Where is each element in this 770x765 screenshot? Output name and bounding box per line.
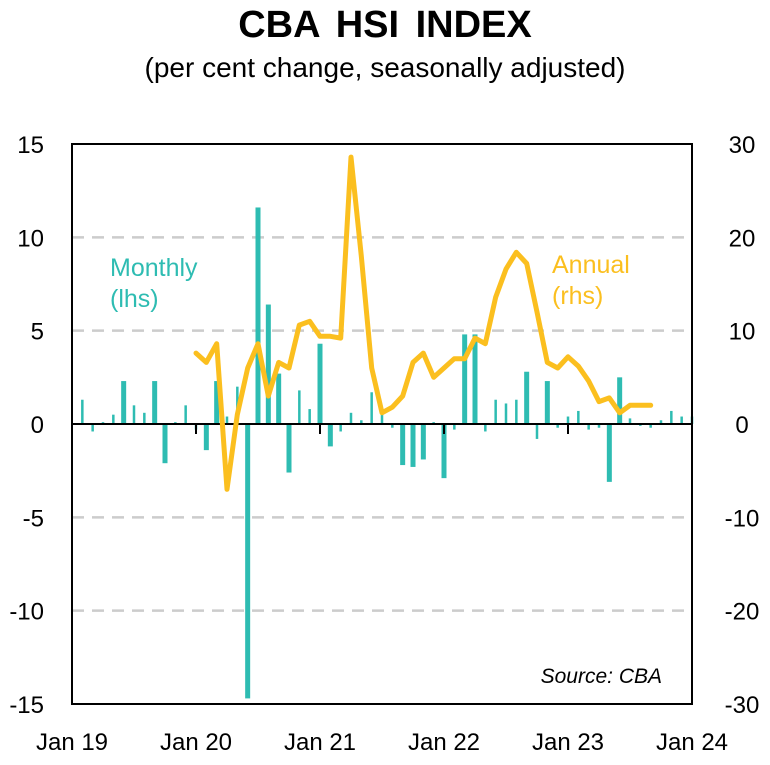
monthly-bar: [617, 377, 623, 424]
y-right-tick-label: 30: [729, 132, 756, 159]
monthly-bar: [410, 424, 416, 467]
y-left-tick-label: -5: [23, 505, 44, 532]
y-left-tick-label: -10: [9, 599, 44, 626]
y-right-tick-label: 0: [735, 412, 748, 439]
monthly-bar: [391, 424, 394, 428]
monthly-bar: [462, 334, 468, 424]
x-tick-label: Jan 21: [284, 729, 356, 756]
y-left-tick-label: 10: [17, 225, 44, 252]
y-right-tick-label: -30: [725, 692, 760, 719]
monthly-bar: [276, 373, 282, 424]
monthly-bar: [112, 414, 115, 424]
x-tick-label: Jan 24: [656, 729, 728, 756]
y-left-tick-label: -15: [9, 692, 44, 719]
monthly-bar: [360, 420, 363, 424]
monthly-bar: [317, 343, 323, 424]
monthly-bar: [286, 424, 292, 473]
monthly-bar: [504, 403, 508, 424]
monthly-bar: [544, 381, 550, 424]
monthly-bar: [255, 207, 261, 424]
x-tick-label: Jan 23: [532, 729, 604, 756]
annual-line: [193, 154, 654, 492]
monthly-bar: [265, 304, 271, 424]
x-tick-label: Jan 20: [160, 729, 232, 756]
monthly-bar: [494, 399, 497, 424]
monthly-bar: [587, 424, 590, 430]
monthly-bar: [81, 399, 84, 424]
x-tick-label: Jan 22: [408, 729, 480, 756]
y-left-tick-label: 0: [31, 412, 44, 439]
monthly-bar: [628, 418, 632, 424]
legend-annual-line2: (rhs): [552, 282, 603, 310]
monthly-bar: [308, 409, 311, 424]
monthly-bar: [152, 381, 158, 424]
monthly-bar: [327, 424, 333, 447]
monthly-bar: [214, 381, 220, 424]
monthly-bar: [577, 410, 580, 424]
monthly-bar: [203, 424, 209, 451]
y-right-tick-label: 10: [729, 319, 756, 346]
monthly-bar: [535, 424, 539, 439]
chart-title: CBA HSI INDEX: [238, 4, 532, 46]
tick-labels: 15 10 5 0 -5 -10 -15 30 20 10 0 -10 -20 -30 Jan 19 Jan …: [9, 132, 759, 756]
y-right-tick-label: -10: [725, 505, 760, 532]
monthly-bar: [670, 410, 673, 424]
axes: [71, 143, 693, 705]
monthly-bar: [370, 392, 373, 424]
monthly-bar: [400, 424, 406, 466]
y-right-tick-label: 20: [729, 225, 756, 252]
monthly-bar: [245, 424, 251, 699]
monthly-bar: [184, 405, 187, 424]
annual-line-layer: [193, 154, 654, 492]
monthly-bar: [162, 424, 168, 464]
legend-annual-line1: Annual: [552, 251, 630, 279]
monthly-bar: [349, 412, 353, 424]
monthly-bar: [225, 416, 229, 424]
monthly-bar: [121, 381, 127, 424]
monthly-bar: [659, 420, 663, 424]
monthly-bar: [524, 371, 530, 424]
monthly-bar: [566, 416, 570, 424]
monthly-bar: [453, 424, 456, 430]
monthly-bar: [472, 334, 478, 424]
monthly-bar: [298, 390, 301, 424]
monthly-bar: [680, 416, 683, 424]
monthly-bar: [606, 424, 612, 482]
y-right-tick-label: -20: [725, 599, 760, 626]
monthly-bar: [556, 424, 559, 428]
gridlines: [72, 236, 692, 612]
monthly-bar: [441, 424, 447, 479]
monthly-bar: [597, 424, 601, 428]
monthly-bar: [91, 424, 94, 432]
monthly-bar: [380, 409, 384, 424]
monthly-bar: [143, 412, 146, 424]
monthly-bar: [515, 399, 518, 424]
legend-monthly-line2: (lhs): [110, 285, 159, 313]
source-note: Source: CBA: [541, 665, 662, 688]
y-left-tick-label: 5: [31, 319, 44, 346]
monthly-bar: [649, 424, 652, 428]
monthly-bar: [420, 424, 426, 460]
x-tick-label: Jan 19: [36, 729, 108, 756]
monthly-bar: [339, 424, 342, 432]
legend-monthly-line1: Monthly: [110, 254, 198, 282]
monthly-bar: [484, 424, 487, 432]
y-left-tick-label: 15: [17, 132, 44, 159]
monthly-bar: [132, 405, 136, 424]
chart-subtitle: (per cent change, seasonally adjusted): [144, 52, 626, 83]
